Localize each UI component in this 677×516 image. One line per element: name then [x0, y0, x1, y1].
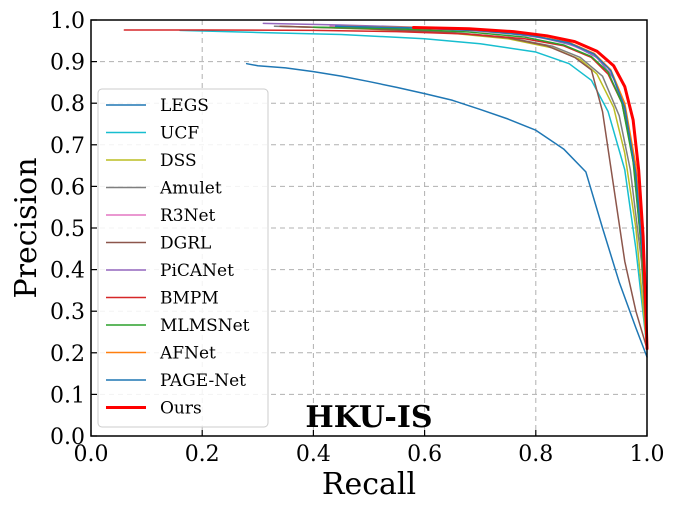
x-tick-label: 0.8 — [518, 442, 553, 467]
legend-label: Amulet — [159, 179, 222, 199]
legend-label: LEGS — [160, 96, 209, 116]
legend-label: BMPM — [160, 289, 219, 309]
y-tick-label: 1.0 — [50, 9, 85, 34]
series-line-ours — [411, 25, 649, 351]
legend-label: PiCANet — [160, 261, 234, 281]
series-line-legs — [245, 62, 648, 358]
dataset-annotation: HKU-IS — [305, 400, 432, 435]
x-tick-label: 0.4 — [296, 442, 331, 467]
x-tick-label: 0.2 — [185, 442, 220, 467]
legend-label: MLMSNet — [160, 316, 250, 336]
x-tick-label: 0.6 — [407, 442, 442, 467]
legend-label: UCF — [160, 124, 199, 144]
series-lines — [123, 22, 649, 358]
y-tick-label: 0.1 — [50, 383, 85, 408]
y-tick-label: 0.6 — [50, 175, 85, 200]
series-line-mlmsnet — [312, 26, 648, 350]
y-tick-label: 0.3 — [50, 300, 85, 325]
y-tick-label: 0.8 — [50, 92, 85, 117]
y-axis-label: Precision — [9, 157, 44, 298]
series-line-ucf — [179, 29, 648, 350]
legend-label: Ours — [160, 399, 202, 419]
x-axis-label: Recall — [322, 467, 416, 502]
y-tick-label: 0.2 — [50, 342, 85, 367]
legend-label: DSS — [160, 151, 197, 171]
axis-ticks: 0.0 0.2 0.4 0.6 0.8 1.0 0.0 0.1 0.2 0.3 0.4 0.5 0.6 0… — [50, 9, 665, 467]
legend: LEGS UCF DSS Amulet R3Net DGRL PiCANet BMPM MLMS… — [97, 88, 269, 428]
x-tick-label: 1.0 — [630, 442, 665, 467]
legend-label: DGRL — [160, 234, 211, 254]
series-line-dgrl — [279, 25, 648, 350]
legend-label: R3Net — [160, 206, 216, 226]
y-tick-label: 0.5 — [50, 217, 85, 242]
y-tick-label: 0.0 — [50, 425, 85, 450]
legend-label: PAGE-Net — [160, 371, 246, 391]
y-tick-label: 0.9 — [50, 51, 85, 76]
x-tick-label: 0.0 — [74, 442, 109, 467]
legend-label: AFNet — [159, 344, 216, 364]
y-tick-label: 0.7 — [50, 134, 85, 159]
y-tick-label: 0.4 — [50, 259, 85, 284]
legend-frame — [97, 88, 269, 428]
